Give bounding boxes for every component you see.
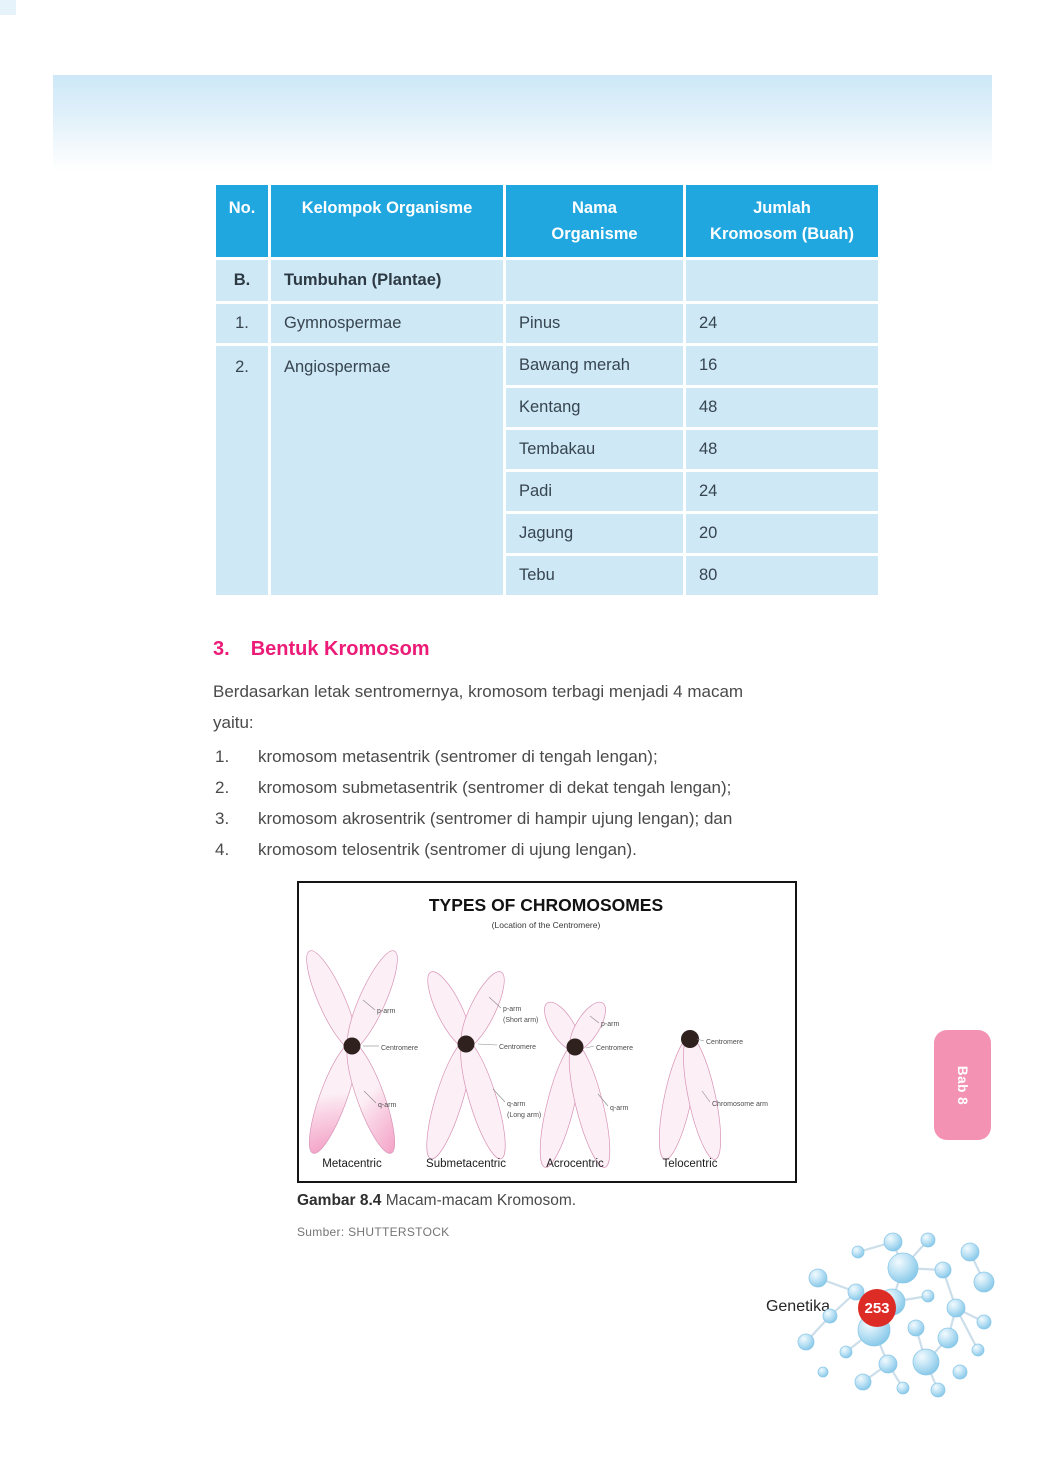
acrocentric-labels: p-arm Centromere q-arm bbox=[596, 1021, 633, 1112]
chromosome-type-list: 1. kromosom metasentrik (sentromer di ten… bbox=[215, 741, 905, 865]
svg-text:(Short arm): (Short arm) bbox=[503, 1017, 538, 1024]
leader-lines bbox=[696, 1038, 711, 1103]
svg-text:Submetacentric: Submetacentric bbox=[426, 1158, 506, 1170]
chapter-tab: Bab 8 bbox=[934, 1030, 991, 1140]
intro-paragraph: Berdasarkan letak sentromernya, kromosom… bbox=[213, 682, 744, 732]
cell-no: B. bbox=[213, 257, 271, 305]
submetacentric-labels: p-arm (Short arm) Centromere q-arm (Long… bbox=[499, 1006, 541, 1119]
cell-jumlah: 16 bbox=[683, 343, 881, 389]
svg-text:q-arm: q-arm bbox=[378, 1102, 396, 1109]
cell-kelompok: Gymnospermae bbox=[268, 301, 506, 347]
centromere-dot bbox=[681, 1030, 699, 1048]
svg-text:Chromosome arm: Chromosome arm bbox=[712, 1101, 768, 1108]
chromosome-figure-svg: TYPES OF CHROMOSOMES (Location of the Ce… bbox=[306, 895, 768, 1170]
metacentric-illustration bbox=[306, 950, 398, 1154]
cell-nama: Bawang merah bbox=[503, 343, 686, 389]
page-number-badge: 253 bbox=[858, 1289, 896, 1327]
cell-jumlah bbox=[683, 257, 881, 305]
column-header-nama: Nama Organisme bbox=[503, 181, 686, 261]
figure-subtitle: (Location of the Centromere) bbox=[492, 920, 601, 930]
svg-text:(Long arm): (Long arm) bbox=[507, 1112, 541, 1119]
section-heading: 3. Bentuk Kromosom bbox=[213, 638, 430, 661]
cell-nama: Kentang bbox=[503, 385, 686, 431]
leader-lines bbox=[585, 1015, 609, 1107]
cell-no: 1. bbox=[213, 301, 271, 347]
cell-jumlah: 48 bbox=[683, 427, 881, 473]
list-item: 1. kromosom metasentrik (sentromer di ten… bbox=[215, 747, 658, 766]
svg-text:p-arm: p-arm bbox=[601, 1021, 619, 1028]
cell-jumlah: 24 bbox=[683, 469, 881, 515]
leader-lines bbox=[477, 996, 506, 1103]
chromosome-types-figure: TYPES OF CHROMOSOMES (Location of the Ce… bbox=[297, 881, 797, 1183]
cell-nama bbox=[503, 257, 686, 305]
centromere-dot bbox=[343, 1037, 361, 1055]
molecule-atoms bbox=[797, 1232, 995, 1398]
centromere-dot bbox=[457, 1035, 475, 1053]
list-item: 2. kromosom submetasentrik (sentromer di … bbox=[215, 778, 732, 797]
leader-lines bbox=[362, 999, 379, 1104]
list-item: 4. kromosom telosentrik (sentromer di uju… bbox=[215, 840, 637, 859]
table-header-row: No. Kelompok Organisme Nama Organisme Jum… bbox=[213, 181, 881, 261]
svg-text:Telocentric: Telocentric bbox=[663, 1158, 718, 1170]
cell-jumlah: 48 bbox=[683, 385, 881, 431]
table-row: Kentang 48 bbox=[215, 385, 881, 431]
telocentric-labels: Centromere Chromosome arm bbox=[706, 1039, 768, 1108]
metacentric-labels: p-arm Centromere q-arm bbox=[377, 1008, 418, 1109]
cell-jumlah: 20 bbox=[683, 511, 881, 557]
table-row: B. Tumbuhan (Plantae) bbox=[213, 257, 881, 305]
cell-nama: Tembakau bbox=[503, 427, 686, 473]
svg-text:Acrocentric: Acrocentric bbox=[546, 1158, 604, 1170]
cell-nama: Pinus bbox=[503, 301, 686, 347]
column-header-no: No. bbox=[213, 181, 271, 261]
svg-text:Metacentric: Metacentric bbox=[322, 1158, 382, 1170]
table-row: Tembakau 48 bbox=[215, 427, 881, 473]
table-row: 1. Gymnospermae Pinus 24 bbox=[213, 301, 881, 347]
cell-no: 2. bbox=[213, 343, 271, 599]
list-item: 3. kromosom akrosentrik (sentromer di ham… bbox=[215, 809, 733, 828]
figure-source: Sumber: SHUTTERSTOCK bbox=[297, 1225, 450, 1239]
submetacentric-illustration bbox=[426, 971, 506, 1160]
molecule-decoration bbox=[797, 1232, 995, 1398]
telocentric-illustration bbox=[658, 1030, 722, 1160]
column-header-kelompok: Kelompok Organisme bbox=[268, 181, 506, 261]
svg-text:q-arm: q-arm bbox=[507, 1101, 525, 1108]
cell-kelompok: Tumbuhan (Plantae) bbox=[268, 257, 506, 305]
table-row: Tebu 80 bbox=[215, 553, 881, 599]
svg-text:Centromere: Centromere bbox=[706, 1039, 743, 1046]
cell-nama: Padi bbox=[503, 469, 686, 515]
cell-kelompok: Angiospermae bbox=[268, 343, 506, 599]
acrocentric-illustration bbox=[539, 1001, 611, 1168]
cell-jumlah: 24 bbox=[683, 301, 881, 347]
svg-text:q-arm: q-arm bbox=[610, 1105, 628, 1112]
chromosome-count-table: No. Kelompok Organisme Nama Organisme Jum… bbox=[213, 181, 881, 599]
column-header-jumlah: Jumlah Kromosom (Buah) bbox=[683, 181, 881, 261]
svg-text:Centromere: Centromere bbox=[381, 1045, 418, 1052]
corner-artifact bbox=[0, 0, 16, 15]
cell-nama: Tebu bbox=[503, 553, 686, 599]
chapter-label: Genetika bbox=[765, 1298, 830, 1315]
svg-text:p-arm: p-arm bbox=[377, 1008, 395, 1015]
table-row: Padi 24 bbox=[215, 469, 881, 515]
table-row: 2. Angiospermae Bawang merah 16 bbox=[213, 343, 881, 599]
table-row: Jagung 20 bbox=[215, 511, 881, 557]
figure-title: TYPES OF CHROMOSOMES bbox=[429, 895, 663, 915]
header-gradient-band bbox=[53, 75, 992, 171]
svg-text:p-arm: p-arm bbox=[503, 1006, 521, 1013]
svg-text:Centromere: Centromere bbox=[499, 1044, 536, 1051]
section-number: 3. bbox=[213, 638, 230, 660]
figure-caption: Gambar 8.4 Macam-macam Kromosom. bbox=[297, 1192, 577, 1209]
section-title: Bentuk Kromosom bbox=[250, 638, 430, 660]
svg-text:Centromere: Centromere bbox=[596, 1045, 633, 1052]
chromosome-name-labels: Metacentric Submetacentric Acrocentric T… bbox=[322, 1158, 717, 1170]
centromere-dot bbox=[566, 1038, 584, 1056]
cell-jumlah: 80 bbox=[683, 553, 881, 599]
cell-nama: Jagung bbox=[503, 511, 686, 557]
